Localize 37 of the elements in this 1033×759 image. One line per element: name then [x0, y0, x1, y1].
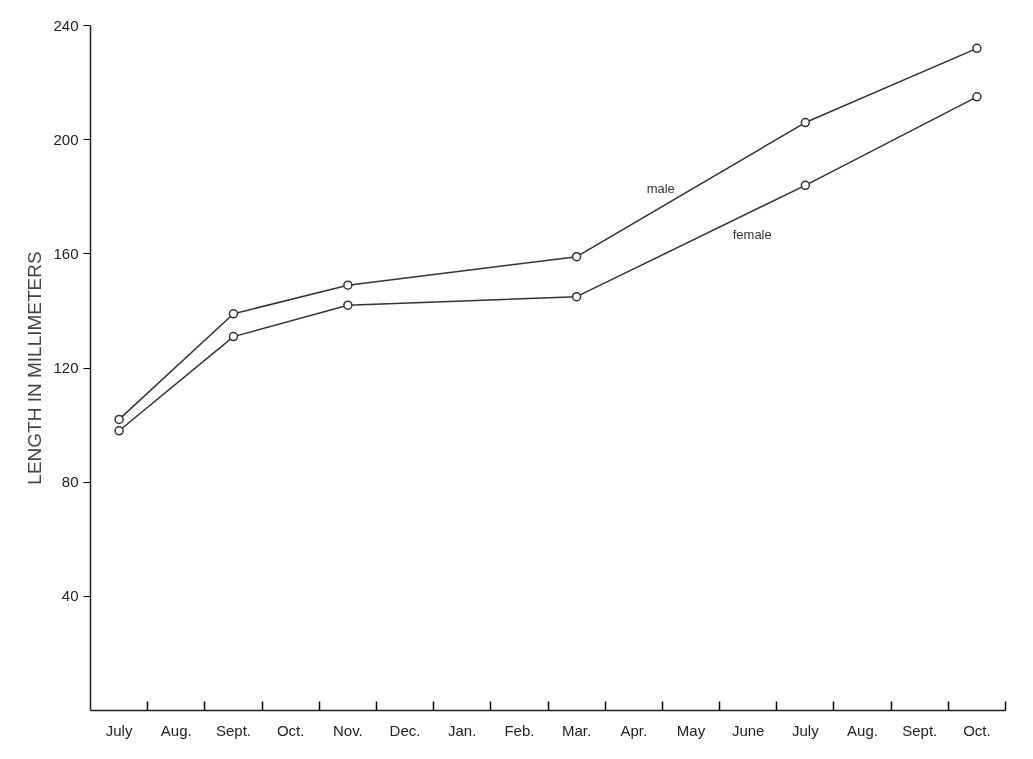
x-tick-label: May [676, 721, 706, 739]
y-tick-label: 40 [61, 587, 79, 605]
series-label: male [646, 180, 675, 196]
x-tick-label: July [792, 721, 820, 739]
x-tick-label: Oct. [963, 721, 991, 739]
point [972, 92, 982, 102]
point [571, 251, 582, 262]
y-tick-label: 160 [53, 244, 79, 262]
x-tick-label: Aug. [847, 721, 878, 739]
point [114, 414, 124, 425]
x-tick-label: Dec. [389, 721, 421, 739]
point [228, 309, 239, 319]
point [228, 331, 239, 342]
point [114, 426, 124, 436]
y-axis-title: LENGTH IN MILLIMETERS [24, 251, 46, 485]
x-tick-label: Nov. [332, 721, 363, 739]
y-tick-label: 200 [53, 130, 79, 148]
x-tick-label: Sept. [902, 721, 938, 739]
x-tick-label: Aug. [160, 721, 192, 739]
x-tick-label: Mar. [562, 721, 592, 739]
x-tick-label: Sept. [215, 721, 251, 739]
x-tick-label: Oct. [276, 721, 305, 739]
x-tick-label: Feb. [504, 721, 535, 739]
series-label: female [732, 226, 772, 242]
point [343, 280, 353, 290]
x-tick-label: July [105, 721, 133, 739]
x-tick-label: June [731, 721, 765, 739]
point [800, 180, 811, 191]
point [972, 43, 982, 54]
x-tick-label: Jan. [448, 721, 477, 739]
y-tick-label: 120 [53, 359, 79, 376]
point [343, 300, 353, 310]
point [571, 291, 582, 302]
x-tick-label: Apr. [620, 721, 648, 739]
y-tick-label: 240 [53, 16, 79, 34]
point [800, 117, 811, 128]
y-tick-label: 80 [61, 473, 79, 491]
